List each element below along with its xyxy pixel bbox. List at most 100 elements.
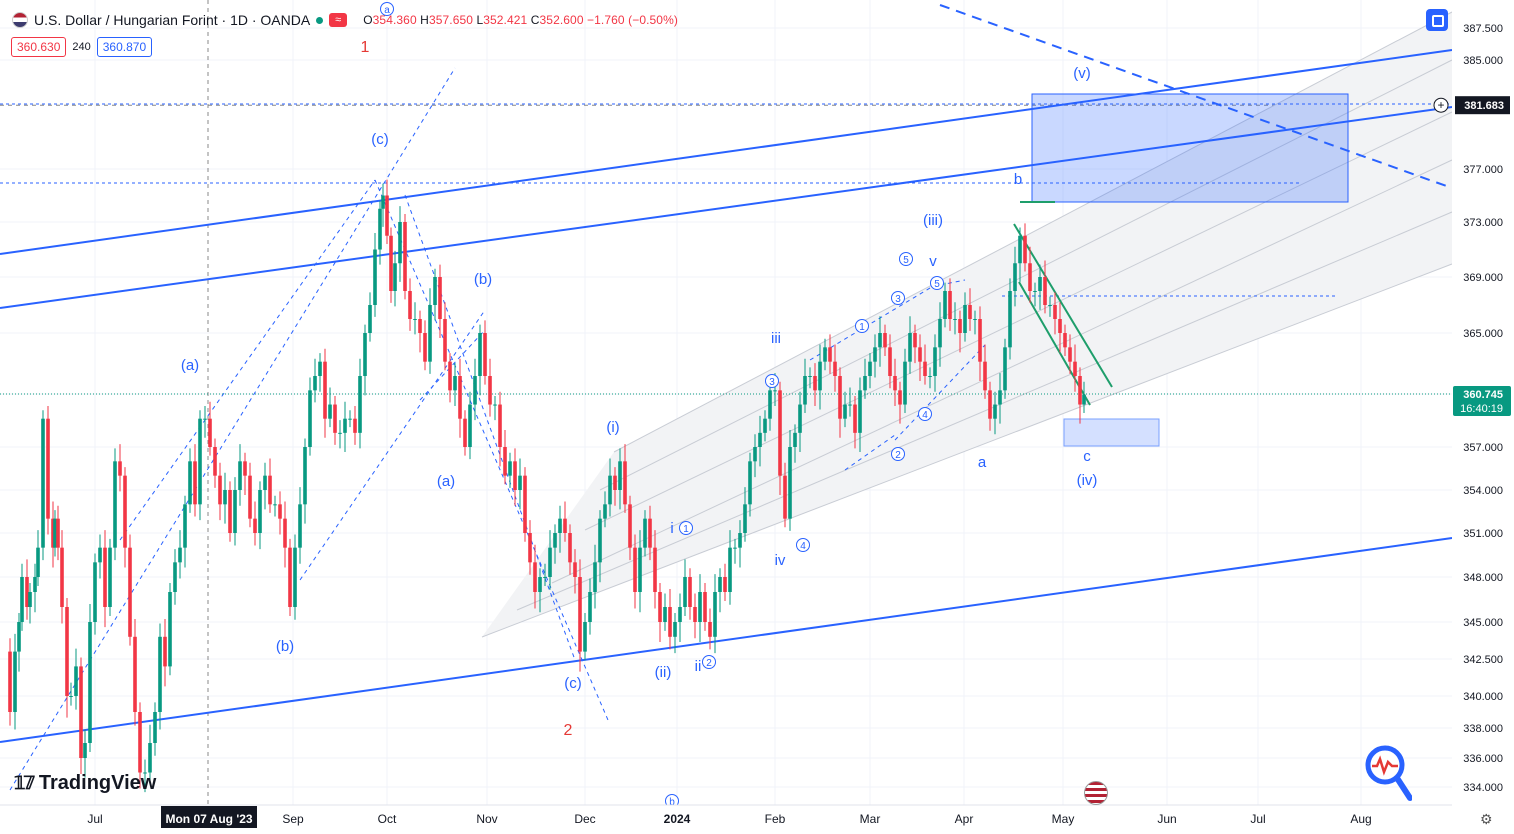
candle-body	[803, 376, 807, 405]
candle-body	[478, 333, 482, 377]
candle-body	[938, 319, 942, 348]
wave-label: 1	[859, 322, 865, 333]
candle-body	[428, 305, 432, 362]
candle-body	[36, 547, 40, 577]
wave-label: (a)	[437, 473, 455, 490]
candle-body	[458, 376, 462, 419]
channel-line	[613, 11, 1453, 453]
us-event-icon[interactable]	[1084, 781, 1108, 805]
price-tick-label: 348.000	[1463, 572, 1503, 584]
candle-body	[863, 376, 867, 391]
candle-body	[363, 333, 367, 377]
wave-label: b	[1014, 171, 1022, 188]
gear-icon[interactable]: ⚙	[1480, 811, 1493, 827]
candle-body	[858, 390, 862, 433]
candle-body	[993, 404, 997, 419]
candle-body	[193, 461, 197, 505]
wave-label: 3	[895, 294, 901, 305]
candle-body	[903, 361, 907, 405]
candle-body	[378, 208, 382, 250]
candle-body	[1048, 305, 1052, 306]
price-tick-label: 369.000	[1463, 272, 1503, 284]
candle-body	[83, 743, 87, 758]
candle-body	[493, 404, 497, 406]
candle-body	[578, 577, 582, 652]
candle-body	[303, 447, 307, 505]
candle-body	[133, 636, 137, 712]
buy-button[interactable]: 360.870	[96, 37, 153, 57]
candle-body	[633, 547, 637, 592]
candle-body	[688, 577, 692, 607]
candle-body	[1063, 333, 1067, 348]
candle-body	[213, 447, 217, 476]
candle-body	[408, 291, 412, 319]
candle-body	[488, 376, 492, 405]
price-tick-label: 340.000	[1463, 691, 1503, 703]
candle-body	[593, 562, 597, 592]
candle-body	[188, 461, 192, 505]
candle-body	[728, 547, 732, 592]
sell-button[interactable]: 360.630	[11, 37, 67, 57]
wave-label: 2	[895, 450, 901, 461]
wave-label-circle	[891, 291, 905, 305]
channel-line	[551, 159, 1453, 584]
candle-body	[223, 490, 227, 505]
wave-icon[interactable]: ≈	[329, 13, 348, 27]
candle-body	[898, 390, 902, 405]
candle-body	[648, 518, 652, 548]
wave-label: iv	[775, 552, 786, 569]
candle-body	[483, 333, 487, 377]
time-tick-label: Mar	[860, 812, 881, 826]
candle-body	[343, 418, 347, 433]
candle-body	[558, 518, 562, 533]
candle-body	[643, 518, 647, 548]
candle-body	[598, 518, 602, 563]
time-tick-label: Jun	[1157, 812, 1176, 826]
candle-body	[283, 518, 287, 548]
wave-guide-line	[9, 67, 456, 791]
wave-label-circle	[930, 276, 944, 290]
tradingview-logo[interactable]: 𝟙𝟟 TradingView	[14, 772, 156, 795]
candle-body	[69, 696, 73, 697]
price-tick-label: 334.000	[1463, 782, 1503, 794]
candle-body	[293, 547, 297, 607]
candle-body	[998, 390, 1002, 405]
wave-labels: 1 2 (a) (b) (c) (b) (a) (c) (i) (ii) (iii) (iv) (v) i…	[181, 2, 1097, 808]
quote-row: 360.630 240 360.870	[11, 37, 153, 57]
candle-body	[338, 432, 342, 434]
magnifier-icon	[1365, 745, 1412, 801]
candle-body	[423, 333, 427, 362]
time-tick-label: Jul	[87, 812, 102, 826]
candle-body	[788, 447, 792, 519]
support-zone-box	[1063, 418, 1160, 447]
wave-label: v	[929, 253, 937, 270]
wave-label: a	[978, 454, 987, 471]
time-tick-label: Jul	[1250, 812, 1265, 826]
candle-body	[123, 475, 127, 548]
green-trendline	[1018, 281, 1091, 406]
candle-body	[418, 319, 422, 333]
fullscreen-icon[interactable]	[1426, 9, 1448, 31]
price-tick-label: 342.500	[1463, 654, 1503, 666]
candle-body	[818, 361, 822, 391]
candle-body	[868, 361, 872, 377]
channel-line	[584, 111, 1453, 531]
candle-body	[79, 666, 83, 758]
candle-body	[51, 518, 55, 548]
price-tick-label: 345.000	[1463, 617, 1503, 629]
candle-body	[698, 592, 702, 622]
candle-body	[1073, 361, 1077, 377]
candle-body	[773, 390, 777, 392]
candle-body	[1008, 291, 1012, 348]
candle-body	[873, 347, 877, 362]
candle-body	[823, 347, 827, 362]
price-tick-label: 354.000	[1463, 485, 1503, 497]
candle-body	[238, 461, 242, 490]
logo-text: TradingView	[38, 772, 157, 794]
wave-label: (b)	[276, 638, 294, 655]
candle-body	[318, 361, 322, 377]
symbol-title[interactable]: U.S. Dollar / Hungarian Forint · 1D · OA…	[34, 12, 311, 28]
candle-body	[153, 712, 157, 743]
candle-body	[573, 562, 577, 577]
